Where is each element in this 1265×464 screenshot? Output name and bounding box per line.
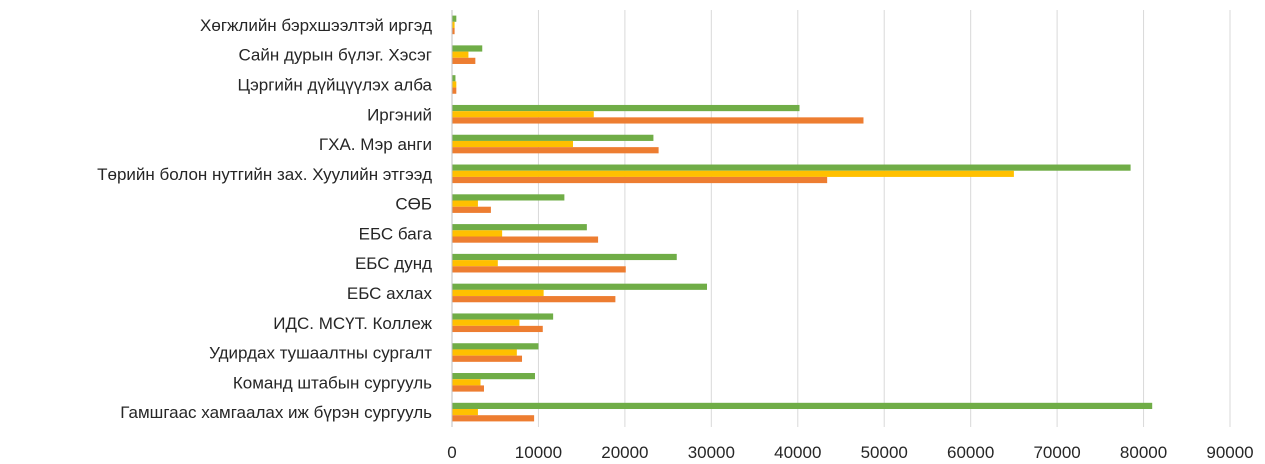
category-label: Удирдах тушаалтны сургалт — [209, 344, 432, 363]
x-tick-label: 30000 — [688, 443, 735, 462]
bar — [452, 75, 456, 82]
bar — [452, 260, 498, 267]
bar — [452, 45, 483, 52]
bar — [452, 21, 455, 28]
category-label: ГХА. Мэр анги — [319, 135, 432, 154]
bar — [452, 87, 457, 94]
bar — [452, 415, 535, 422]
bar — [452, 230, 503, 237]
bar — [452, 253, 677, 261]
bar — [452, 164, 1131, 171]
x-tick-label: 60000 — [947, 443, 994, 462]
bar — [452, 409, 478, 416]
category-labels: Хөгжлийн бэрхшээлтэй иргэд Сайн дурын бүл… — [97, 16, 432, 422]
bar — [452, 402, 1153, 410]
bar — [452, 206, 491, 213]
bar — [452, 355, 523, 362]
bar — [452, 15, 457, 22]
category-label: ЕБС ахлах — [347, 284, 433, 303]
bar — [452, 194, 565, 201]
bar — [452, 57, 476, 64]
gridlines — [537, 10, 1231, 427]
bar — [452, 134, 654, 141]
bar — [452, 343, 539, 350]
category-label: ЕБС бага — [359, 224, 433, 243]
bar — [452, 313, 554, 320]
bar — [452, 349, 517, 356]
x-tick-label: 90000 — [1206, 443, 1253, 462]
bar — [452, 147, 659, 154]
bar — [452, 289, 544, 297]
category-label: Сайн дурын бүлэг. Хэсэг — [238, 46, 432, 65]
x-tick-labels: 0 10000 20000 30000 40000 50000 60000 70000 8000… — [447, 443, 1253, 462]
x-tick-label: 70000 — [1033, 443, 1080, 462]
bar — [452, 379, 481, 386]
bar — [452, 224, 587, 231]
category-label: Гамшгаас хамгаалах иж бүрэн сургууль — [120, 403, 432, 422]
category-label: Команд штабын сургууль — [233, 373, 432, 392]
bar — [452, 236, 599, 243]
bar — [452, 200, 478, 207]
bar — [452, 27, 455, 35]
bar — [452, 373, 535, 380]
bar — [452, 319, 520, 326]
category-label: Иргэний — [367, 105, 432, 124]
bar — [452, 266, 626, 273]
x-tick-label: 50000 — [861, 443, 908, 462]
bars — [452, 15, 1153, 422]
bar — [452, 296, 616, 303]
category-label: Цэргийн дүйцүүлэх алба — [238, 75, 433, 94]
bar — [452, 111, 594, 118]
bar — [452, 325, 543, 333]
bar — [452, 117, 864, 124]
category-label: Төрийн болон нутгийн зах. Хуулийн этгээд — [97, 165, 432, 184]
x-tick-label: 40000 — [774, 443, 821, 462]
x-tick-label: 80000 — [1120, 443, 1167, 462]
bar — [452, 385, 484, 392]
bar — [452, 170, 1014, 177]
category-label: СӨБ — [395, 195, 432, 214]
bar — [452, 51, 469, 58]
bar — [452, 81, 457, 88]
category-label: ЕБС дунд — [355, 254, 432, 273]
x-tick-label: 20000 — [601, 443, 648, 462]
category-label: Хөгжлийн бэрхшээлтэй иргэд — [200, 16, 432, 35]
bar — [452, 283, 708, 290]
bar — [452, 104, 800, 112]
x-tick-label: 10000 — [515, 443, 562, 462]
category-label: ИДС. МСҮТ. Коллеж — [273, 314, 432, 333]
bar — [452, 140, 574, 148]
bar — [452, 176, 828, 184]
x-tick-label: 0 — [447, 443, 456, 462]
